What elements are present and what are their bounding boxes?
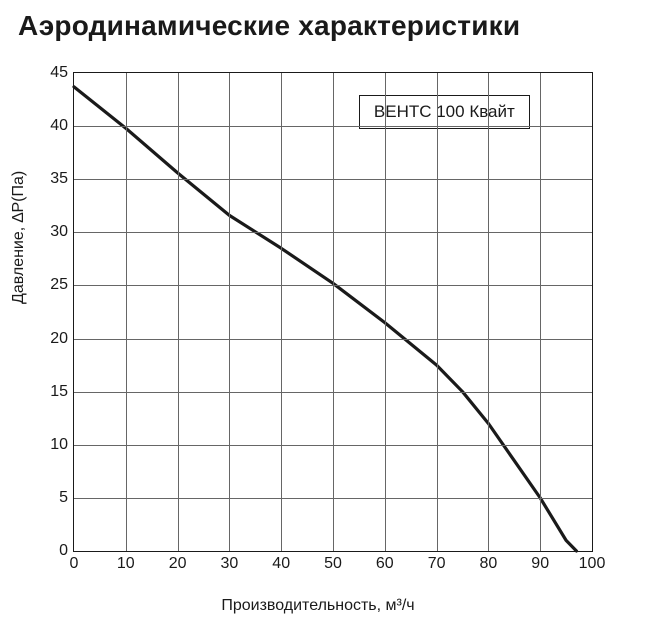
grid-line-v	[540, 73, 541, 551]
x-tick-label: 50	[324, 551, 342, 573]
y-tick-label: 15	[38, 383, 74, 401]
y-axis-label: Давление, ∆P(Па)	[10, 171, 28, 304]
page: Аэродинамические характеристики Давление…	[0, 0, 669, 633]
y-tick-label: 25	[38, 276, 74, 294]
x-axis-label-text: Производительность, м³/ч	[221, 597, 414, 614]
x-tick-label: 100	[579, 551, 606, 573]
grid-line-v	[385, 73, 386, 551]
grid-line-v	[488, 73, 489, 551]
grid-line-v	[126, 73, 127, 551]
data-curve	[74, 87, 576, 551]
y-tick-label: 40	[38, 117, 74, 135]
y-tick-label: 10	[38, 436, 74, 454]
page-title: Аэродинамические характеристики	[18, 10, 651, 42]
chart-container: Давление, ∆P(Па) ВЕНТС 100 Квайт 0510152…	[18, 64, 618, 609]
grid-line-v	[333, 73, 334, 551]
x-axis-label: Производительность, м³/ч	[18, 597, 618, 615]
grid-line-v	[178, 73, 179, 551]
x-tick-label: 90	[531, 551, 549, 573]
x-tick-label: 70	[428, 551, 446, 573]
y-tick-label: 45	[38, 64, 74, 82]
grid-line-v	[281, 73, 282, 551]
y-tick-label: 20	[38, 330, 74, 348]
y-tick-label: 5	[38, 489, 74, 507]
x-tick-label: 40	[272, 551, 290, 573]
x-tick-label: 0	[70, 551, 79, 573]
y-tick-label: 30	[38, 223, 74, 241]
x-tick-label: 10	[117, 551, 135, 573]
x-tick-label: 30	[220, 551, 238, 573]
grid-line-v	[229, 73, 230, 551]
x-tick-label: 80	[479, 551, 497, 573]
x-tick-label: 20	[169, 551, 187, 573]
x-tick-label: 60	[376, 551, 394, 573]
plot-area: ВЕНТС 100 Квайт 051015202530354045010203…	[73, 72, 593, 552]
legend-label: ВЕНТС 100 Квайт	[374, 102, 515, 121]
y-tick-label: 35	[38, 170, 74, 188]
grid-line-v	[437, 73, 438, 551]
